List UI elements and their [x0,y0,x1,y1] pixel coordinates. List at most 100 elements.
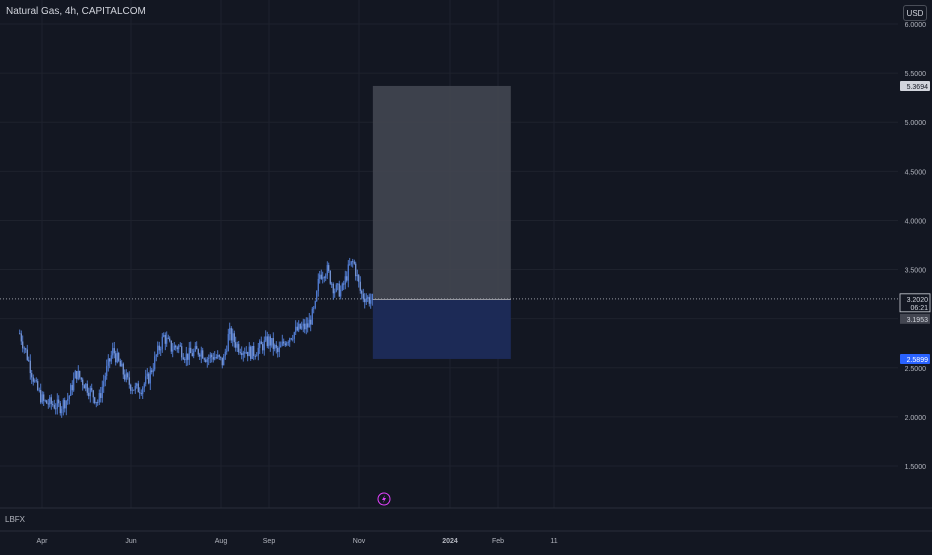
candle-body [353,261,355,264]
candle-body [224,351,226,357]
candle-body [91,388,93,391]
candle-body [272,338,274,349]
candle-body [235,342,237,348]
candle-body [311,308,313,325]
candle-body [358,274,360,282]
candle-body [337,283,339,285]
candle-body [163,334,165,337]
candle-body [323,277,325,279]
candle-body [244,352,246,354]
x-tick-label: Sep [263,538,276,545]
candle-body [265,336,267,341]
stop-zone [372,299,511,359]
candle-body [277,347,279,352]
candle-body [205,359,207,363]
candle-body [310,319,312,325]
candle-body [254,355,256,357]
candle-body [350,261,352,265]
candle-body [233,333,235,343]
candle-body [128,377,130,385]
candle-body [169,338,171,341]
candle-body [101,386,103,398]
candle-body [119,360,121,367]
candle-body [326,265,328,276]
candle-body [262,344,264,351]
candle-body [53,404,55,409]
candle-body [82,379,84,386]
candle-body [172,349,174,352]
candle-body [110,355,112,362]
candle-body [215,357,217,358]
candle-body [179,345,181,347]
candle-body [160,349,162,351]
candle-body [250,346,252,359]
candle-body [305,323,307,330]
profit-zone [372,85,511,300]
candle-body [146,373,148,377]
candle-body [226,350,228,352]
candle-body [76,371,78,380]
candle-body [229,328,231,335]
stop-price-tag-bg [900,353,930,364]
candle-body [260,341,262,345]
candle-body [47,403,49,405]
current-price-tag: 3.2020 [907,297,929,304]
candle-body [335,284,337,292]
candle-body [103,381,105,387]
candle-body [196,346,198,350]
candle-body [239,352,241,354]
candle-body [151,370,153,373]
candle-body [298,323,300,331]
candle-body [112,348,114,356]
candle-body [74,371,76,379]
candle-body [274,344,276,349]
target-price-tag-bg [900,80,930,91]
candle-body [46,400,48,404]
candle-body [263,340,265,351]
candle-body [71,385,73,391]
candle-body [221,357,223,366]
candle-body [202,350,204,359]
candle-body [290,338,292,340]
candle-body [343,283,345,285]
candle-body [61,408,63,414]
candle-body [319,274,321,279]
candle-body [182,357,184,360]
candle-body [287,342,289,343]
candle-body [284,343,286,346]
candle-body [115,353,117,363]
symbol-title[interactable]: Natural Gas, 4h, CAPITALCOM [6,6,146,17]
candle-body [194,346,196,352]
candle-body [176,347,178,350]
candle-body [214,357,216,360]
candle-body [50,397,52,404]
candle-body [37,381,39,391]
y-tick-label: 4.0000 [905,218,927,225]
candle-body [94,397,96,404]
candle-body [134,385,136,391]
candle-body [79,370,81,378]
candle-body [140,393,142,394]
candle-body [283,341,285,344]
candle-body [301,326,303,329]
candle-body [341,283,343,290]
candle-body [155,354,157,357]
candle-body [344,276,346,285]
candle-body [209,354,211,358]
candle-body [29,360,31,374]
lightning-icon[interactable] [377,492,391,506]
candle-body [85,383,87,389]
candle-body [58,399,60,404]
candle-body [80,377,82,380]
candle-body [65,400,67,409]
currency-button[interactable]: USD [903,5,927,21]
candle-body [175,345,177,348]
x-tick-label: 2024 [442,538,458,545]
candle-body [352,261,354,263]
stop-price-tag: 2.5899 [907,357,929,364]
candle-body [59,403,61,414]
candle-body [73,378,75,391]
